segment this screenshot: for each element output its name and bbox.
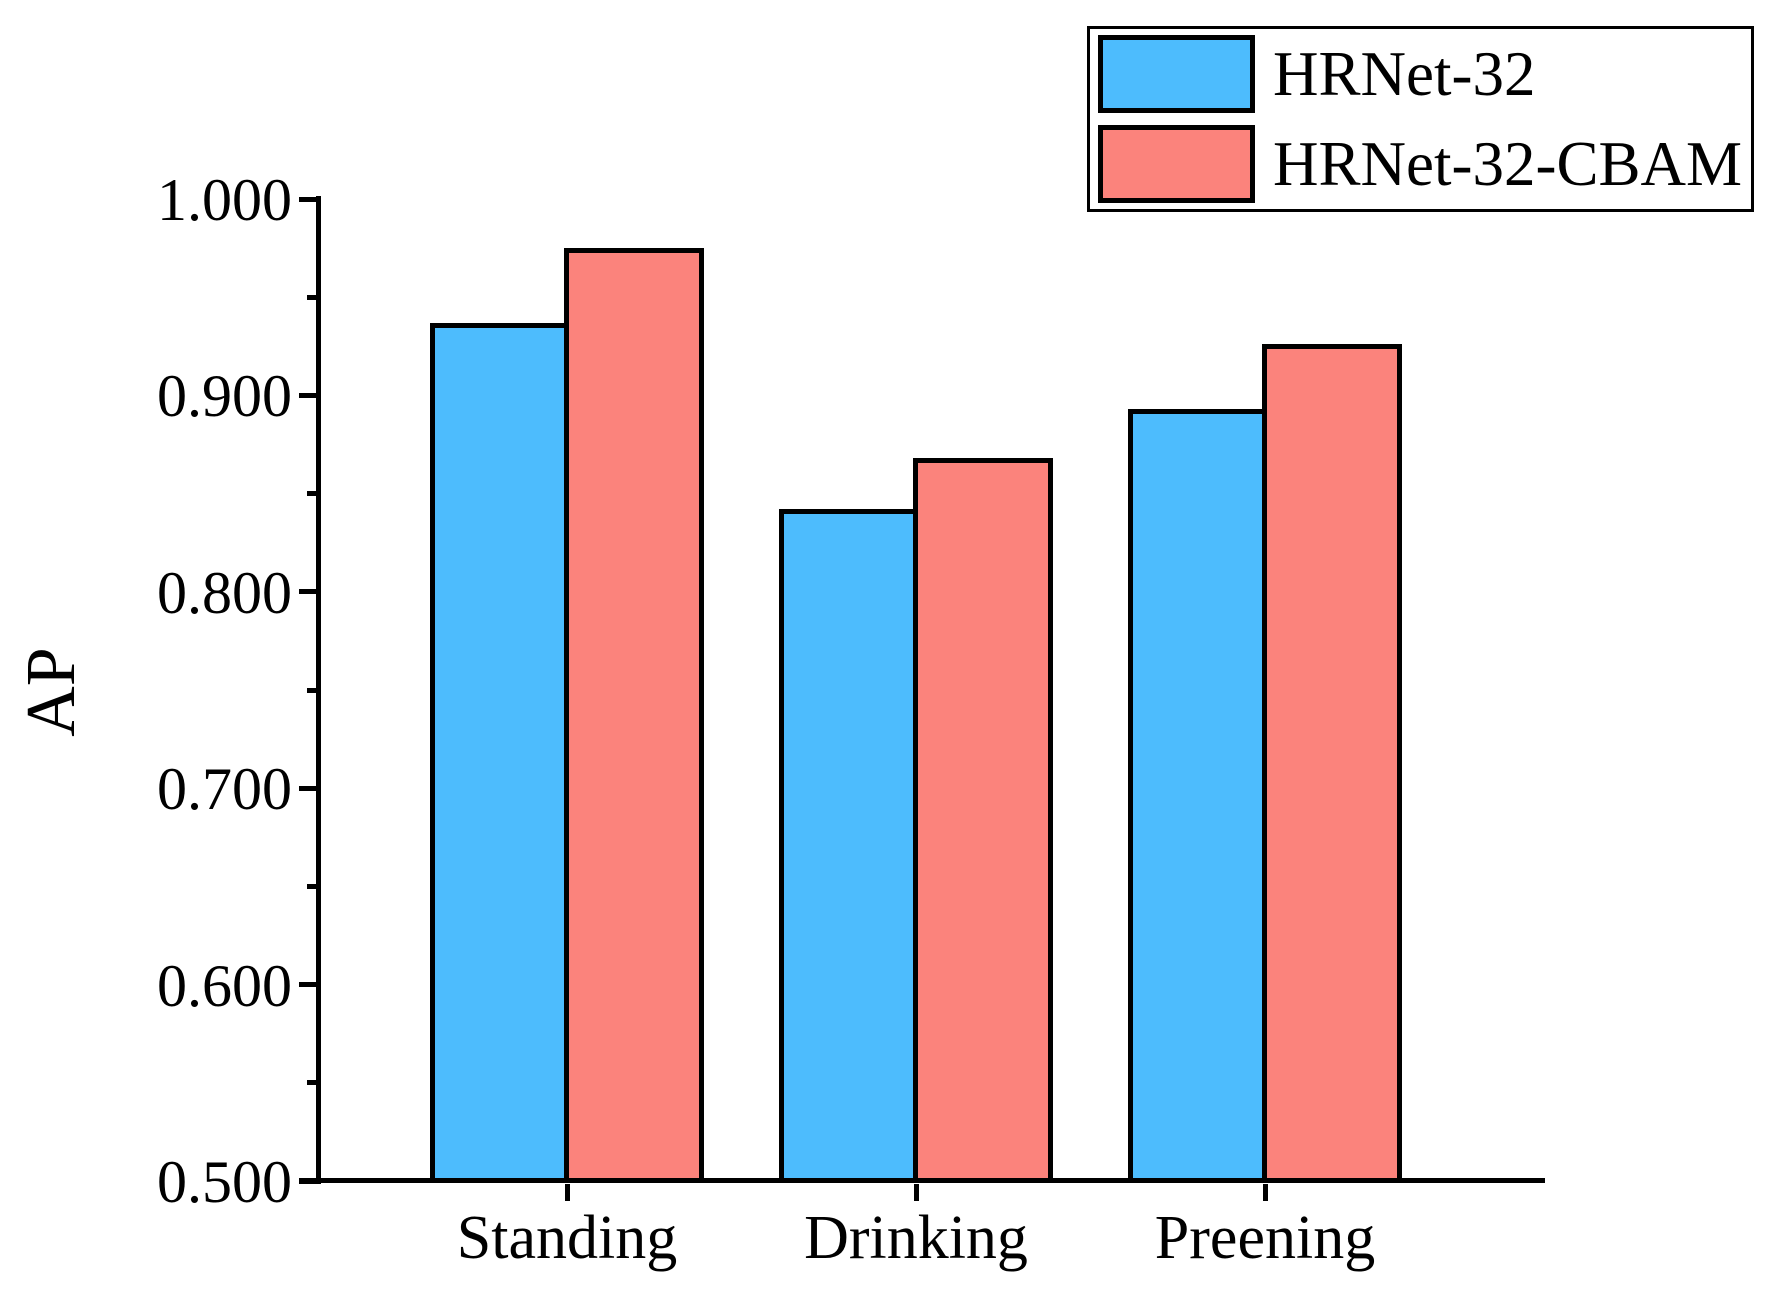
- bar-hrnet-32-preening: [1128, 409, 1268, 1183]
- y-axis-line: [316, 196, 321, 1184]
- y-tick-label: 0.800: [157, 559, 292, 626]
- bar-hrnet-32-cbam-drinking: [913, 458, 1053, 1183]
- x-category-label-preening: Preening: [1154, 1204, 1376, 1272]
- y-axis-title: AP: [13, 647, 90, 737]
- x-category-label-standing: Standing: [456, 1204, 678, 1272]
- bar-hrnet-32-standing: [430, 323, 570, 1183]
- y-major-tick: [299, 196, 316, 202]
- y-major-tick: [299, 589, 316, 595]
- y-minor-tick: [307, 687, 316, 693]
- y-minor-tick: [307, 491, 316, 497]
- y-major-tick: [299, 785, 316, 791]
- y-major-tick: [299, 982, 316, 988]
- x-category-label-drinking: Drinking: [804, 1204, 1028, 1272]
- y-tick-label: 1.000: [157, 167, 292, 233]
- y-minor-tick: [307, 1080, 316, 1086]
- legend-item-hrnet-32: HRNet-32: [1098, 35, 1751, 113]
- x-tick: [564, 1184, 570, 1201]
- bar-hrnet-32-cbam-preening: [1262, 344, 1402, 1183]
- bar-hrnet-32-cbam-standing: [564, 248, 704, 1183]
- legend-label-hrnet-32: HRNet-32: [1273, 38, 1536, 109]
- y-minor-tick: [307, 883, 316, 889]
- x-tick: [913, 1184, 919, 1201]
- bar-hrnet-32-drinking: [779, 509, 919, 1183]
- plot-area: [299, 196, 1545, 1201]
- y-tick-label: 0.700: [157, 756, 292, 823]
- legend-label-hrnet-32-cbam: HRNet-32-CBAM: [1273, 128, 1742, 199]
- legend-swatch-hrnet-32-cbam: [1098, 125, 1255, 203]
- y-major-tick: [299, 1178, 316, 1184]
- y-tick-label: 0.600: [157, 952, 292, 1019]
- legend-item-hrnet-32-cbam: HRNet-32-CBAM: [1098, 125, 1751, 203]
- y-tick-label: 0.900: [157, 363, 292, 430]
- legend: HRNet-32 HRNet-32-CBAM: [1087, 26, 1754, 212]
- legend-swatch-hrnet-32: [1098, 35, 1255, 113]
- y-tick-label: 0.500: [157, 1149, 292, 1215]
- x-tick: [1262, 1184, 1268, 1201]
- y-minor-tick: [307, 294, 316, 300]
- y-major-tick: [299, 392, 316, 398]
